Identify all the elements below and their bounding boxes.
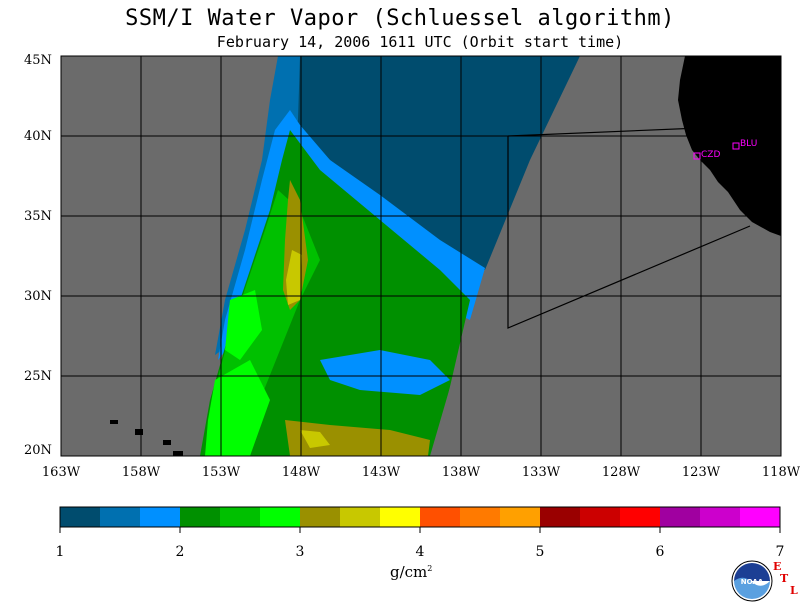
station-czd-label: CZD xyxy=(701,150,720,160)
noaa-logo-text: NOAA xyxy=(741,578,764,586)
colorbar-swatch xyxy=(60,507,101,527)
colorbar-swatch xyxy=(220,507,261,527)
colorbar-swatch xyxy=(420,507,461,527)
hawaii-island-1 xyxy=(110,420,118,424)
colorbar-tick-1: 1 xyxy=(55,544,65,560)
colorbar-swatch xyxy=(340,507,381,527)
lon-label-148w: 148W xyxy=(282,465,321,480)
station-czd-marker xyxy=(693,152,701,160)
vapor-band-bright-green-2 xyxy=(225,290,262,360)
swath-east-gap xyxy=(430,56,781,456)
colorbar-swatch xyxy=(740,507,781,527)
lon-labels: 163W 158W 153W 148W 143W 138W 133W 128W … xyxy=(42,465,800,480)
units-exponent: 2 xyxy=(427,564,433,573)
colorbar-tick-7: 7 xyxy=(775,544,785,560)
lat-label-40n: 40N xyxy=(24,129,52,144)
colorbar-swatch xyxy=(700,507,741,527)
etl-letter-t: T xyxy=(780,572,789,585)
lon-label-153w: 153W xyxy=(202,465,241,480)
lon-label-158w: 158W xyxy=(122,465,161,480)
lat-lon-grid xyxy=(61,56,781,456)
lon-label-138w: 138W xyxy=(442,465,481,480)
colorbar-tick-5: 5 xyxy=(535,544,545,560)
lon-label-133w: 133W xyxy=(522,465,561,480)
colorbar-units: g/cm2 xyxy=(390,563,432,581)
colorbar-swatch xyxy=(540,507,581,527)
lat-label-35n: 35N xyxy=(24,209,52,224)
colorbar-frame xyxy=(59,506,781,528)
flight-track-north xyxy=(507,127,701,137)
colorbar-tick-2: 2 xyxy=(175,544,185,560)
colorbar-swatch xyxy=(180,507,221,527)
vapor-band-yellow xyxy=(286,250,302,305)
colorbar-swatch xyxy=(580,507,621,527)
vapor-band-light-blue xyxy=(218,110,485,360)
station-blu-marker xyxy=(732,142,740,150)
colorbar xyxy=(59,507,781,533)
etl-letter-l: L xyxy=(790,584,798,597)
station-blu-label: BLU xyxy=(740,139,757,149)
lon-label-143w: 143W xyxy=(362,465,401,480)
colorbar-swatch xyxy=(660,507,701,527)
units-base: g/cm xyxy=(390,563,428,581)
colorbar-swatch xyxy=(460,507,501,527)
colorbar-swatch xyxy=(620,507,661,527)
lat-label-25n: 25N xyxy=(24,369,52,384)
colorbar-swatch xyxy=(140,507,181,527)
lat-label-20n: 20N xyxy=(24,443,52,458)
page-title: SSM/I Water Vapor (Schluessel algorithm) xyxy=(125,6,675,31)
colorbar-tick-3: 3 xyxy=(295,544,305,560)
colorbar-tick-4: 4 xyxy=(415,544,425,560)
flight-track xyxy=(507,136,751,329)
hawaii-island-4 xyxy=(173,451,183,456)
vapor-band-yellow-south xyxy=(300,430,330,448)
lon-label-123w: 123W xyxy=(682,465,721,480)
map-frame xyxy=(60,55,782,457)
page-subtitle: February 14, 2006 1611 UTC (Orbit start … xyxy=(216,33,624,51)
hawaii-island-3 xyxy=(163,440,171,445)
lon-label-128w: 128W xyxy=(602,465,641,480)
hawaii-island-2 xyxy=(135,429,143,435)
colorbar-swatch xyxy=(300,507,341,527)
land-california xyxy=(678,56,781,236)
lon-label-118w: 118W xyxy=(762,465,800,480)
colorbar-swatch xyxy=(100,507,141,527)
colorbar-swatch xyxy=(260,507,301,527)
lat-labels: 45N 40N 35N 30N 25N 20N xyxy=(24,53,52,458)
noaa-logo-icon: NOAA xyxy=(731,560,773,602)
etl-letter-e: E xyxy=(773,560,782,573)
lat-label-45n: 45N xyxy=(24,53,52,68)
colorbar-tick-6: 6 xyxy=(655,544,665,560)
colorbar-swatch xyxy=(380,507,421,527)
lon-label-163w: 163W xyxy=(42,465,81,480)
lat-label-30n: 30N xyxy=(24,289,52,304)
vapor-band-blue-intrusion xyxy=(320,350,450,395)
vapor-band-olive-south xyxy=(285,420,430,456)
colorbar-swatch xyxy=(500,507,541,527)
